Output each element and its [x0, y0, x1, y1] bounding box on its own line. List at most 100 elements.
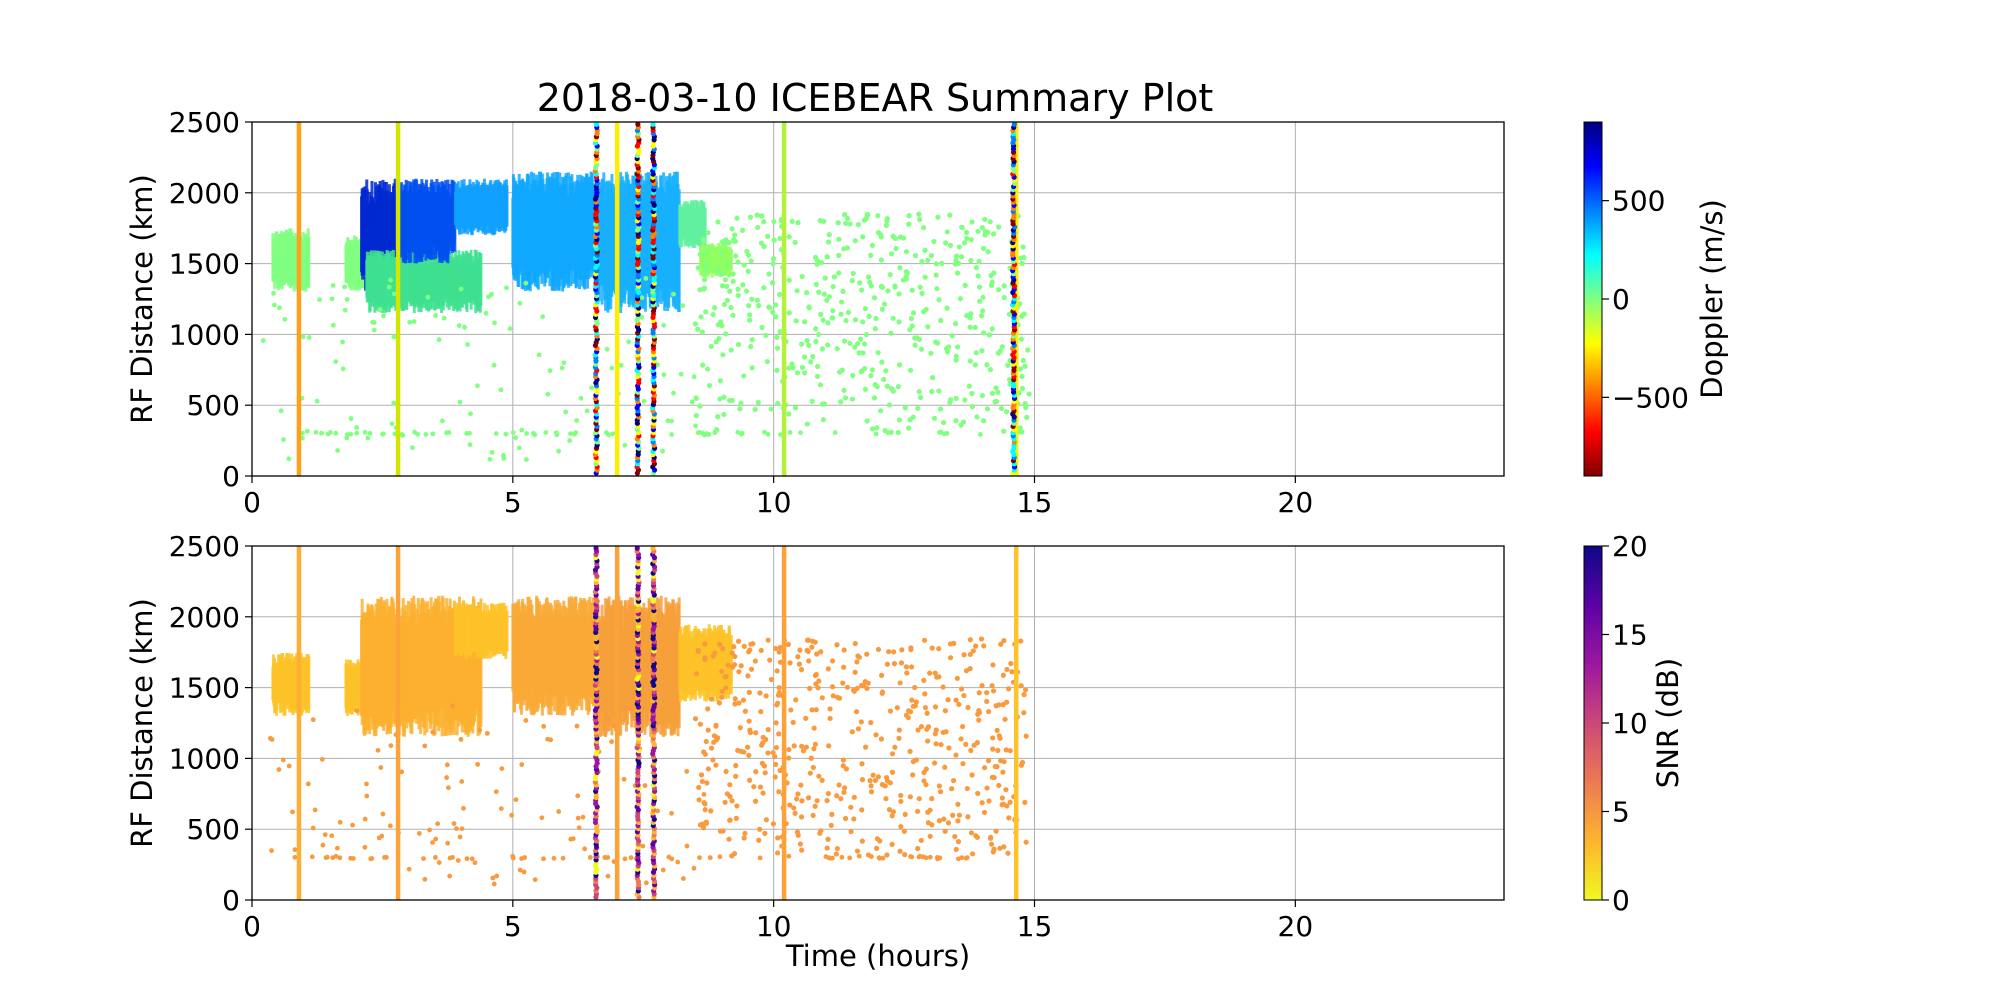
scatter-point: [722, 799, 728, 805]
scatter-point: [1003, 409, 1010, 415]
doppler-colorbar-label: Doppler (m/s): [1695, 199, 1729, 399]
scatter-point: [774, 367, 780, 373]
scatter-point: [868, 854, 874, 859]
scatter-point: [933, 272, 939, 278]
scatter-point: [954, 675, 960, 681]
scatter-point: [914, 808, 921, 814]
scatter-point: [727, 288, 733, 294]
scatter-point: [849, 396, 855, 402]
scatter-point: [988, 272, 994, 279]
scatter-point: [697, 403, 703, 409]
scatter-point: [723, 262, 729, 268]
scatter-point: [987, 219, 993, 225]
scatter-point: [903, 276, 909, 282]
scatter-point: [711, 739, 717, 745]
scatter-point: [459, 826, 465, 832]
scatter-point: [872, 382, 878, 388]
scatter-point: [990, 746, 996, 752]
scatter-point: [875, 350, 881, 356]
scatter-point: [733, 253, 739, 259]
y-tick-label: 1000: [169, 318, 240, 351]
scatter-point: [626, 706, 632, 711]
scatter-point: [292, 847, 298, 853]
scatter-point: [845, 309, 852, 315]
scatter-point: [702, 807, 708, 813]
scatter-point: [978, 313, 985, 319]
scatter-point: [757, 784, 764, 790]
scatter-point: [661, 372, 667, 378]
scatter-point: [959, 254, 965, 260]
scatter-point: [280, 757, 286, 763]
scatter-point: [469, 856, 475, 862]
scatter-point: [951, 640, 957, 646]
scatter-point: [852, 344, 858, 350]
scatter-point: [816, 289, 822, 295]
scatter-point: [864, 685, 870, 692]
scatter-point: [791, 743, 797, 749]
scatter-point: [884, 383, 890, 389]
scatter-point: [333, 853, 339, 859]
scatter-point: [944, 305, 950, 311]
scatter-point: [917, 216, 923, 223]
scatter-point: [589, 385, 594, 391]
scatter-point: [271, 290, 276, 296]
scatter-point: [768, 676, 774, 683]
scatter-point: [425, 294, 431, 300]
scatter-point: [918, 837, 924, 844]
scatter-point: [847, 340, 853, 346]
y-tick-label: 0: [222, 884, 240, 917]
scatter-point: [727, 782, 733, 788]
scatter-point: [829, 315, 835, 321]
scatter-point: [798, 782, 804, 788]
scatter-point: [492, 320, 497, 326]
scatter-point: [814, 798, 820, 804]
scatter-point: [271, 302, 277, 308]
scatter-point: [660, 448, 665, 454]
scatter-point: [755, 303, 762, 309]
scatter-point: [532, 877, 538, 883]
scatter-point: [704, 780, 710, 786]
scatter-point: [441, 315, 447, 321]
scatter-point: [724, 283, 730, 290]
scatter-point: [955, 818, 961, 824]
scatter-point: [992, 399, 998, 405]
scatter-point: [773, 744, 779, 751]
scatter-point: [490, 875, 496, 881]
scatter-point: [925, 257, 931, 264]
scatter-point: [891, 649, 897, 655]
scatter-point: [741, 835, 747, 841]
snr-colorbar-bar: [1583, 545, 1603, 901]
scatter-point: [378, 765, 384, 770]
scatter-point: [655, 362, 660, 368]
scatter-point: [999, 795, 1005, 801]
scatter-point: [997, 348, 1003, 354]
scatter-point: [761, 243, 767, 250]
scatter-point: [1002, 716, 1008, 722]
scatter-point: [970, 648, 976, 654]
scatter-point: [1007, 748, 1013, 754]
scatter-point: [967, 637, 973, 643]
scatter-point: [765, 637, 771, 643]
scatter-point: [799, 273, 805, 280]
scatter-point: [477, 727, 483, 733]
scatter-point: [304, 428, 310, 434]
scatter-point: [1017, 429, 1023, 435]
streak-point: [650, 546, 656, 551]
scatter-point: [934, 855, 940, 860]
scatter-point: [695, 265, 701, 271]
scatter-point: [707, 855, 713, 861]
scatter-point: [732, 696, 738, 702]
scatter-point: [865, 274, 872, 280]
scatter-point: [764, 358, 770, 365]
scatter-point: [729, 226, 735, 232]
scatter-point: [973, 833, 979, 839]
scatter-point: [693, 423, 698, 429]
scatter-point: [920, 309, 927, 315]
scatter-point: [767, 657, 773, 663]
scatter-point: [733, 762, 739, 769]
scatter-point: [325, 431, 331, 437]
multicolor-streak: [634, 546, 642, 900]
scatter-point: [423, 432, 429, 437]
y-tick-label: 1500: [169, 248, 240, 281]
scatter-point: [719, 271, 726, 277]
